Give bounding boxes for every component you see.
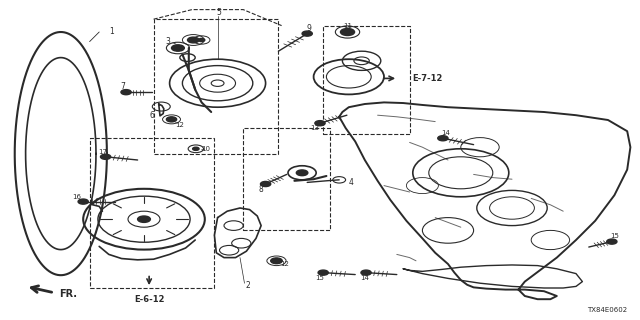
Text: 3: 3: [165, 37, 170, 46]
Text: 1: 1: [109, 28, 115, 36]
Bar: [154, 19, 278, 154]
Text: 15: 15: [316, 275, 324, 281]
Circle shape: [271, 258, 282, 264]
Circle shape: [340, 28, 355, 36]
Circle shape: [302, 31, 312, 36]
Circle shape: [260, 181, 271, 187]
Text: E-7-12: E-7-12: [412, 74, 443, 83]
Bar: [243, 128, 330, 230]
Bar: [323, 26, 410, 134]
Circle shape: [193, 147, 199, 150]
Circle shape: [172, 45, 184, 51]
Text: TX84E0602: TX84E0602: [587, 307, 627, 313]
Circle shape: [438, 136, 448, 141]
Text: 10: 10: [202, 146, 211, 152]
Circle shape: [188, 37, 199, 43]
Circle shape: [138, 216, 150, 222]
Text: 14: 14: [441, 130, 450, 136]
Text: 12: 12: [280, 261, 289, 267]
Circle shape: [318, 270, 328, 275]
Circle shape: [100, 154, 111, 159]
Circle shape: [198, 38, 205, 42]
Text: 16: 16: [72, 194, 81, 200]
Text: 17: 17: [98, 149, 107, 155]
Text: 6: 6: [150, 111, 155, 120]
Text: 13: 13: [310, 125, 319, 131]
Text: 5: 5: [216, 8, 221, 17]
Bar: [90, 138, 214, 288]
Circle shape: [166, 117, 177, 122]
Text: E-6-12: E-6-12: [134, 295, 164, 304]
Text: 4: 4: [348, 178, 353, 187]
Text: 2: 2: [246, 281, 251, 290]
Text: FR.: FR.: [59, 289, 77, 299]
Circle shape: [296, 170, 308, 176]
Circle shape: [78, 199, 88, 204]
Circle shape: [607, 239, 617, 244]
Text: 8: 8: [259, 185, 264, 194]
Text: 12: 12: [175, 122, 184, 128]
Text: 14: 14: [360, 275, 369, 281]
Circle shape: [361, 270, 371, 275]
Text: 9: 9: [306, 24, 311, 33]
Circle shape: [315, 121, 325, 126]
Text: 15: 15: [610, 233, 619, 239]
Text: 7: 7: [120, 82, 125, 91]
Text: 11: 11: [343, 23, 352, 28]
Circle shape: [121, 90, 131, 95]
